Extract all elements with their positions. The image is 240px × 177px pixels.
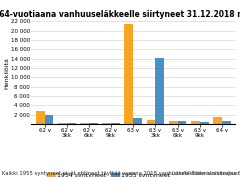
Bar [80, 123, 89, 124]
Bar [178, 121, 186, 124]
Bar [102, 123, 111, 124]
Bar [222, 121, 231, 124]
Bar [213, 117, 222, 124]
Bar [67, 123, 76, 124]
Title: 62–64-vuotiaana vanhuuseläkkeelle siirtyneet 31.12.2018 mennessä: 62–64-vuotiaana vanhuuseläkkeelle siirty… [0, 10, 240, 19]
Bar [44, 115, 53, 124]
Bar [36, 111, 44, 124]
Y-axis label: Henkilöitä: Henkilöitä [4, 57, 9, 88]
Bar [89, 123, 98, 124]
Bar [169, 121, 178, 124]
Text: Kaikki 1955 syntyneet eivät ehtineet täyttää vuonna 2018 vanhuuseläkkeen alaikär: Kaikki 1955 syntyneet eivät ehtineet täy… [2, 171, 240, 176]
Bar [146, 120, 155, 124]
Legend: 1954 syntyneet, 1955 syntyneet: 1954 syntyneet, 1955 syntyneet [45, 170, 173, 177]
Bar [191, 121, 200, 124]
Bar [200, 122, 209, 124]
Bar [58, 122, 67, 124]
Bar [155, 58, 164, 124]
Bar [133, 118, 142, 124]
Bar [124, 24, 133, 124]
Text: Lähde: Eläketurvakeskus: Lähde: Eläketurvakeskus [172, 171, 238, 176]
Bar [111, 123, 120, 124]
